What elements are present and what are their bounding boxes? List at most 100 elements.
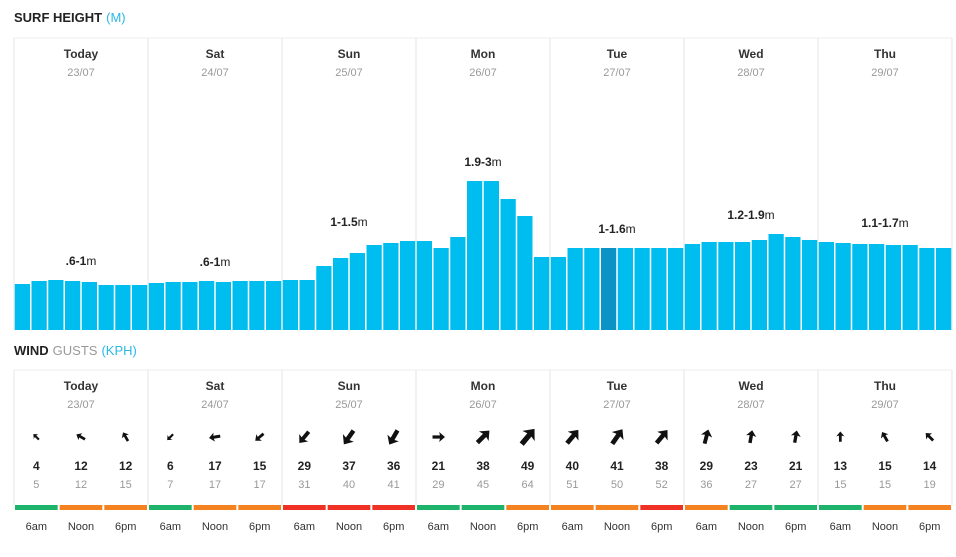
surf-range: 1.9-3 xyxy=(464,155,492,169)
surf-bar xyxy=(634,248,650,330)
day-date: 23/07 xyxy=(67,399,95,411)
time-label: 6am xyxy=(830,521,851,533)
day-name: Wed xyxy=(738,47,763,61)
surf-bar xyxy=(534,257,550,330)
wind-speed: 49 xyxy=(521,459,535,473)
wind-gust: 36 xyxy=(700,479,712,491)
wind-arrow xyxy=(209,432,221,442)
surf-range: .6-1 xyxy=(66,254,87,268)
time-label: Noon xyxy=(470,521,496,533)
day-name: Tue xyxy=(607,379,628,393)
surf-bar xyxy=(617,248,633,330)
day-date: 23/07 xyxy=(67,67,95,79)
surf-bar xyxy=(249,281,265,330)
day-name: Sat xyxy=(206,379,225,393)
wind-gust: 29 xyxy=(432,479,444,491)
surf-bar xyxy=(818,242,834,330)
surf-bar xyxy=(885,245,901,330)
wind-gust: 15 xyxy=(120,479,132,491)
day-date: 26/07 xyxy=(469,67,497,79)
wind-arrow xyxy=(255,432,265,441)
wind-arrow xyxy=(565,429,579,445)
surf-bar xyxy=(550,257,566,330)
surf-bar xyxy=(936,248,952,330)
surf-bar xyxy=(718,242,734,330)
wind-rating xyxy=(640,505,683,510)
wind-rating xyxy=(238,505,281,510)
surf-bar xyxy=(450,237,466,330)
time-label: 6pm xyxy=(517,521,538,533)
wind-rating xyxy=(149,505,192,510)
wind-arrow xyxy=(387,429,400,445)
wind-arrow xyxy=(342,429,356,445)
day-date: 24/07 xyxy=(201,399,229,411)
wind-speed: 21 xyxy=(789,459,803,473)
wind-rating xyxy=(551,505,594,510)
wind-speed: 38 xyxy=(655,459,669,473)
wind-gust: 50 xyxy=(611,479,623,491)
surf-range-label: 1-1.6m xyxy=(598,222,635,236)
wind-gust: 17 xyxy=(254,479,266,491)
wind-gust: 15 xyxy=(879,479,891,491)
surf-bar xyxy=(299,280,315,330)
wind-rating xyxy=(595,505,639,510)
surf-bar xyxy=(835,243,851,330)
surf-bar xyxy=(584,248,600,330)
surf-bar xyxy=(517,216,533,330)
wind-rating xyxy=(104,505,147,510)
surf-bar xyxy=(316,266,332,330)
time-label: Noon xyxy=(604,521,630,533)
day-date: 25/07 xyxy=(335,399,363,411)
surf-title: SURF HEIGHT (M) xyxy=(14,10,126,25)
wind-arrow xyxy=(432,432,445,442)
day-date: 26/07 xyxy=(469,399,497,411)
time-label: 6pm xyxy=(785,521,806,533)
wind-rating xyxy=(908,505,951,510)
wind-speed: 14 xyxy=(923,459,937,473)
surf-bar xyxy=(768,234,784,330)
time-label: 6am xyxy=(26,521,47,533)
wind-speed: 29 xyxy=(700,459,714,473)
wind-arrow xyxy=(299,430,311,443)
surf-bar xyxy=(81,282,97,330)
surf-range-label: .6-1m xyxy=(66,254,97,268)
wind-arrow xyxy=(121,432,130,442)
surf-range-label: 1.1-1.7m xyxy=(861,216,908,230)
surf-bar xyxy=(668,248,684,330)
wind-rating xyxy=(685,505,728,510)
day-name: Mon xyxy=(471,47,496,61)
surf-bar xyxy=(400,241,416,330)
wind-gust: 15 xyxy=(834,479,846,491)
wind-gust: 40 xyxy=(343,479,355,491)
day-name: Tue xyxy=(607,47,628,61)
surf-unit: m xyxy=(626,222,636,236)
wind-title-sub: GUSTS xyxy=(53,343,98,358)
time-label: 6am xyxy=(428,521,449,533)
wind-arrow xyxy=(746,430,757,444)
surf-bar xyxy=(383,243,399,330)
surf-bar xyxy=(500,199,516,330)
surf-bar xyxy=(199,281,215,330)
surf-range-label: .6-1m xyxy=(200,255,231,269)
wind-arrow xyxy=(880,432,889,443)
surf-range-label: 1-1.5m xyxy=(330,215,367,229)
surf-bar xyxy=(14,284,30,330)
surf-bar xyxy=(735,242,751,330)
day-name: Mon xyxy=(471,379,496,393)
day-date: 29/07 xyxy=(871,399,899,411)
surf-bar xyxy=(232,281,248,330)
day-name: Sat xyxy=(206,47,225,61)
day-date: 28/07 xyxy=(737,67,765,79)
time-label: Noon xyxy=(738,521,764,533)
wind-speed: 4 xyxy=(33,459,40,473)
wind-rating xyxy=(417,505,460,510)
surf-bar xyxy=(366,245,382,330)
day-name: Wed xyxy=(738,379,763,393)
wind-speed: 29 xyxy=(298,459,312,473)
time-label: 6am xyxy=(160,521,181,533)
time-label: 6pm xyxy=(651,521,672,533)
wind-speed: 15 xyxy=(253,459,267,473)
day-date: 25/07 xyxy=(335,67,363,79)
day-name: Sun xyxy=(338,379,361,393)
